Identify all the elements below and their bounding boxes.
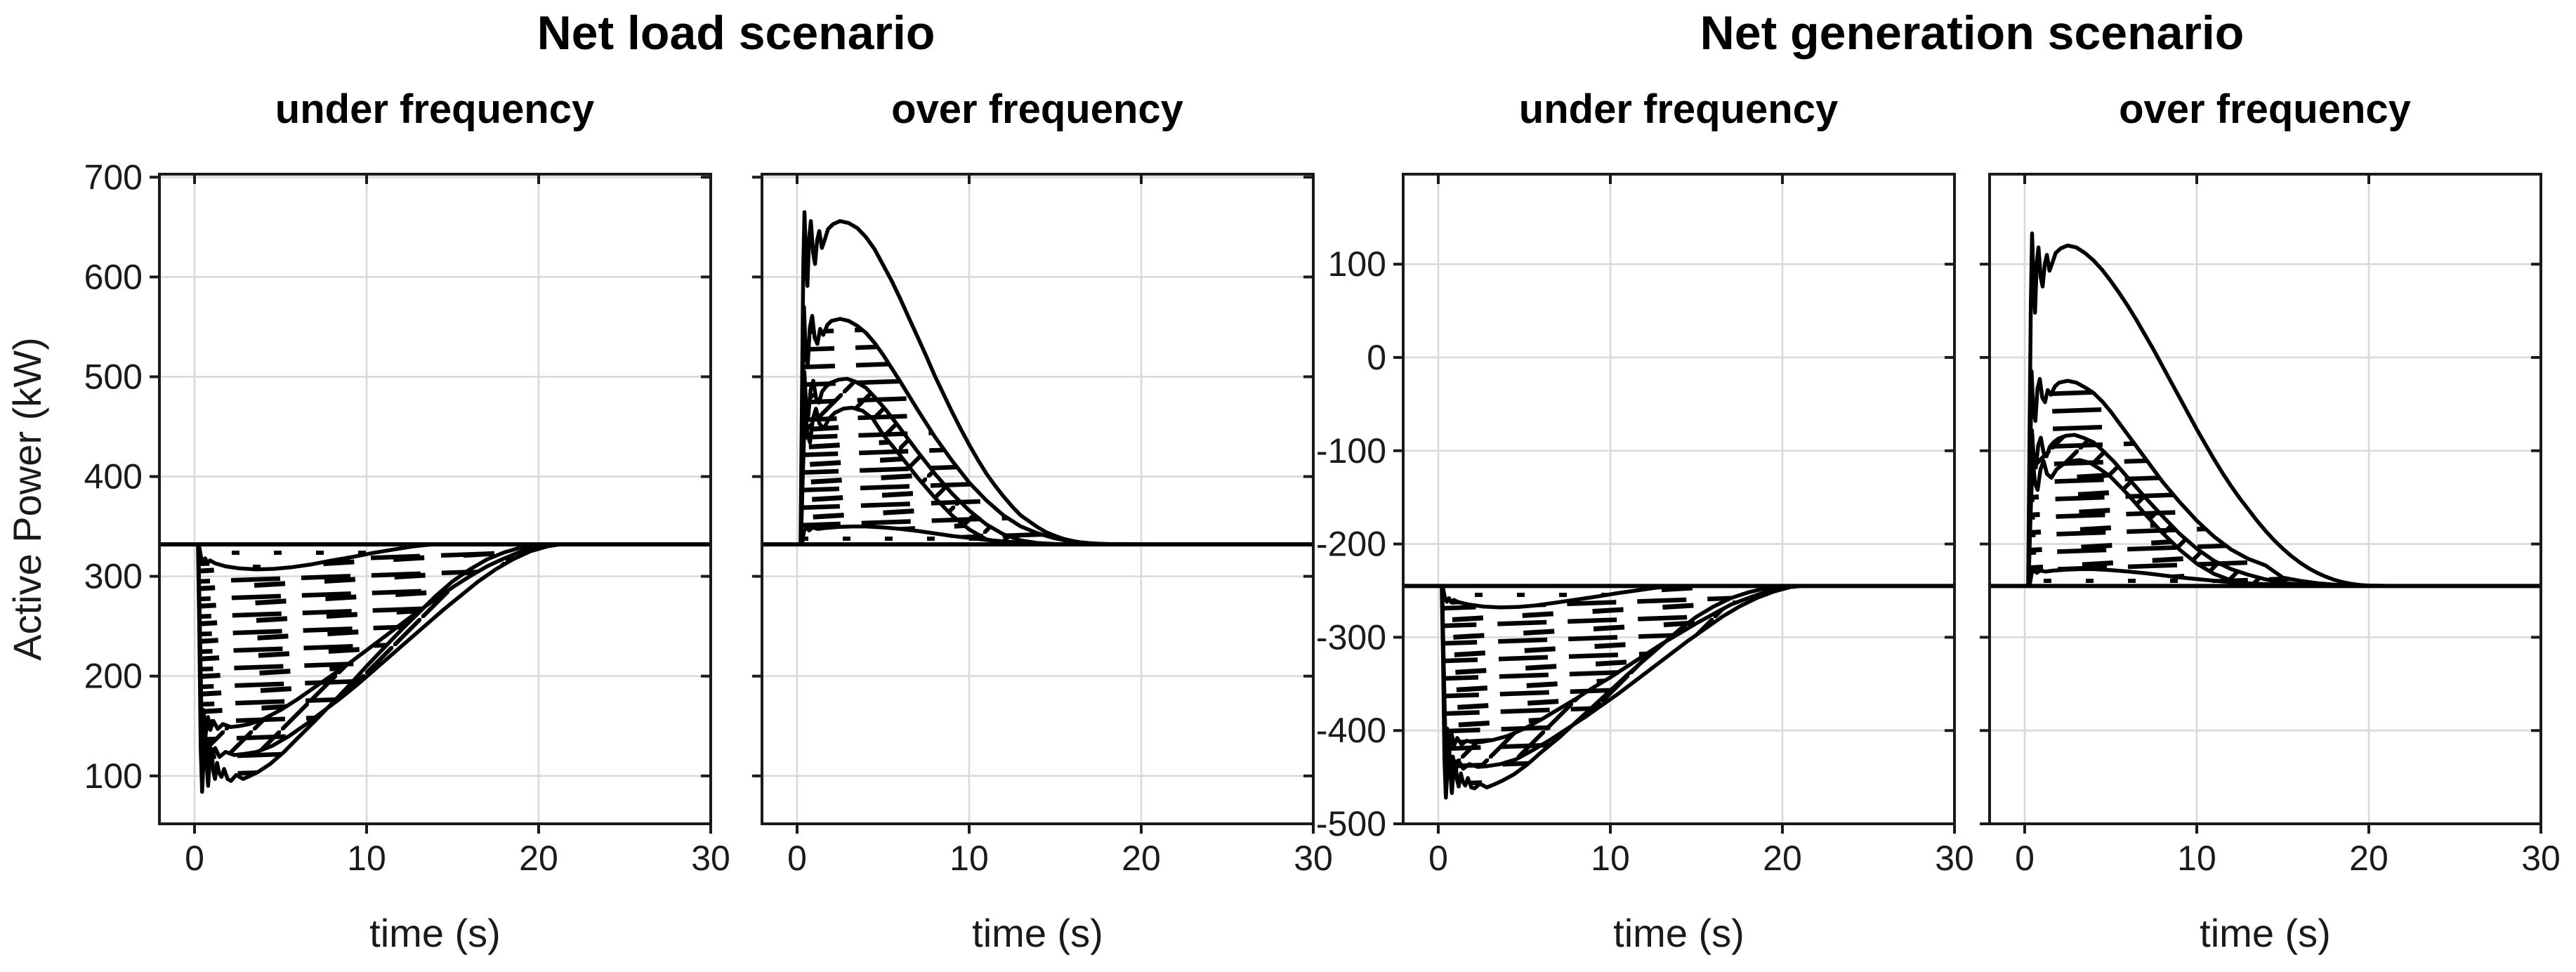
x-tick-label: 0	[1428, 839, 1448, 878]
x-tick-label: 10	[949, 839, 989, 878]
x-tick-label: 30	[1935, 839, 1974, 878]
panel-load-over-frequency: 0 10 20 30 time (s)	[752, 173, 1333, 955]
x-tick-label: 10	[2177, 839, 2216, 878]
x-tick-label: 0	[185, 839, 204, 878]
subtitle-netload-over: over frequency	[891, 86, 1183, 132]
response-curve-c3	[762, 369, 1313, 546]
axes-frame	[1988, 173, 2542, 825]
y-tick-label: 300	[84, 557, 143, 596]
y-axis-title: Active Power (kW)	[5, 337, 49, 661]
group-title-net-generation: Net generation scenario	[1700, 6, 2245, 60]
subtitle-netgen-over: over frequency	[2119, 86, 2411, 132]
response-curve-c1	[159, 542, 711, 572]
y-tick-label: -200	[1316, 525, 1386, 564]
response-curve-c4	[159, 542, 711, 794]
y-tick-label: 100	[84, 756, 143, 796]
x-tick-label: 20	[1122, 839, 1161, 878]
y-tick-label: -400	[1316, 711, 1386, 750]
x-axis-title: time (s)	[369, 911, 501, 955]
panel-load-under-frequency: 0 10 20 30 700 600 500 400 300 200 100 time (s) Acti…	[5, 157, 730, 955]
x-axis-title: time (s)	[1613, 911, 1744, 955]
subtitle-netgen-under: under frequency	[1518, 86, 1839, 132]
panel-generation-under-frequency: 0 10 20 30 100 0 -100 -200 -300 -400 -500 time (s)	[1316, 173, 1974, 955]
x-tick-label: 30	[1294, 839, 1333, 878]
response-curve-c3	[1990, 428, 2541, 589]
x-tick-label: 20	[2349, 839, 2388, 878]
response-curve-c4	[1403, 584, 1954, 800]
x-axis-title: time (s)	[2200, 911, 2331, 955]
y-tick-label: -300	[1316, 617, 1386, 657]
x-tick-label: 10	[347, 839, 386, 878]
diag-hatch-region	[160, 544, 711, 763]
response-curve-c2	[762, 305, 1313, 546]
y-tick-label: 100	[1328, 244, 1386, 284]
response-curve-c4	[762, 210, 1313, 546]
diag-hatch-region	[1404, 586, 1954, 774]
dots-hatch-region	[762, 526, 1313, 545]
x-tick-label: 0	[2015, 839, 2035, 878]
axes-frame	[1402, 173, 1956, 825]
sdash-hatch-region	[763, 405, 1313, 545]
subtitle-netload-under: under frequency	[275, 86, 595, 132]
axes-frame	[761, 173, 1315, 825]
dots-hatch-region	[159, 544, 711, 570]
x-tick-label: 20	[519, 839, 558, 878]
x-axis-title: time (s)	[972, 911, 1103, 955]
sdash-hatch-region	[1990, 458, 2541, 586]
x-tick-label: 30	[2521, 839, 2561, 878]
y-tick-label: 200	[84, 657, 143, 696]
y-tick-label: 400	[84, 457, 143, 497]
response-curve-c1	[1403, 584, 1954, 610]
x-tick-label: 0	[787, 839, 807, 878]
y-tick-label: -100	[1316, 431, 1386, 471]
axes-frame	[158, 173, 712, 825]
x-tick-label: 10	[1591, 839, 1630, 878]
y-tick-label: 700	[84, 157, 143, 197]
response-curve-c4	[1990, 231, 2541, 589]
response-curve-c3b	[1990, 456, 2541, 589]
group-title-net-load: Net load scenario	[537, 6, 935, 60]
x-tick-label: 20	[1763, 839, 1802, 878]
dots-hatch-region	[1403, 586, 1954, 608]
x-tick-label: 30	[691, 839, 730, 878]
y-tick-label: -500	[1316, 804, 1386, 843]
panel-generation-over-frequency: 0 10 20 30 time (s)	[1980, 173, 2561, 955]
y-tick-label: 500	[84, 357, 143, 396]
y-tick-label: 600	[84, 257, 143, 296]
response-curve-c2	[1990, 369, 2541, 589]
response-curve-c3b	[762, 402, 1313, 546]
y-tick-label: 0	[1367, 338, 1386, 377]
